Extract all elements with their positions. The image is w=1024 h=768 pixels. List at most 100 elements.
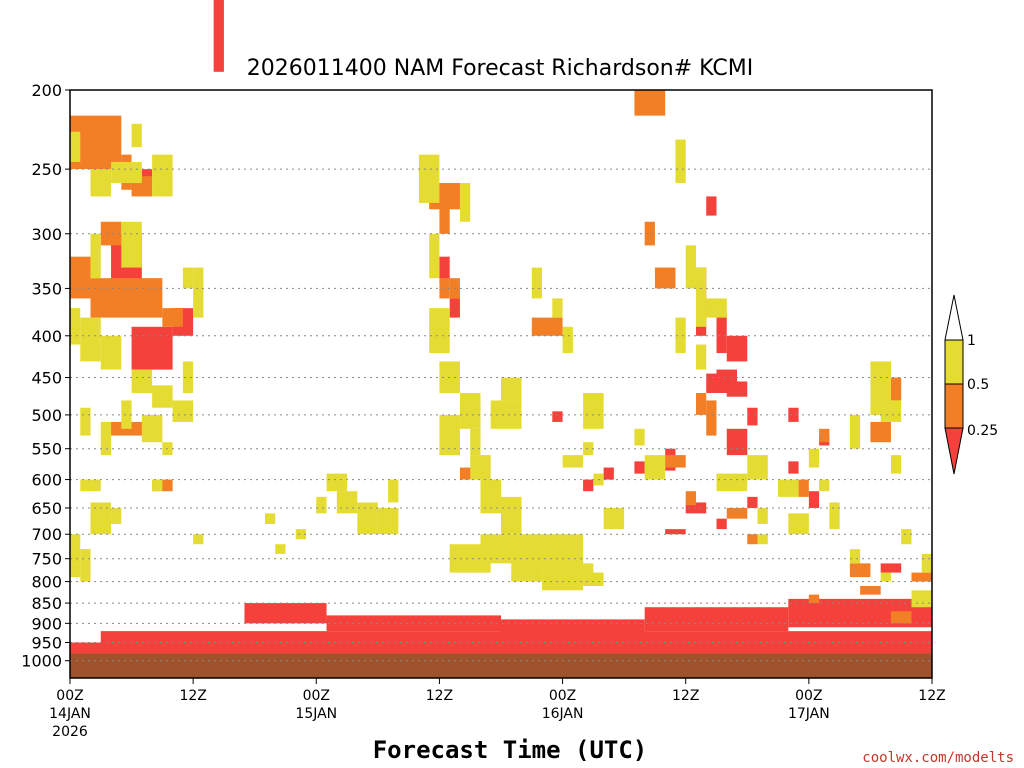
y-tick-label: 950 bbox=[31, 634, 62, 653]
heat-cell-high bbox=[829, 502, 840, 530]
y-tick-label: 1000 bbox=[21, 652, 62, 671]
heat-cell-low bbox=[131, 326, 173, 370]
heat-cell-high bbox=[901, 529, 912, 545]
heat-cell-mid bbox=[531, 317, 563, 336]
heat-cell-high bbox=[747, 455, 768, 480]
heat-cell-high bbox=[880, 400, 902, 422]
heat-cell-mid bbox=[819, 428, 830, 443]
heat-cell-high bbox=[80, 317, 101, 362]
heat-cell-high bbox=[459, 183, 471, 222]
heat-cell-high bbox=[470, 455, 491, 480]
heat-cell-high bbox=[480, 479, 501, 514]
heat-cell-high bbox=[459, 392, 481, 429]
x-tick-year: 2026 bbox=[52, 724, 88, 740]
heat-cell-high bbox=[511, 544, 543, 582]
heat-cell-high bbox=[90, 233, 101, 279]
heat-cell-high bbox=[90, 169, 112, 197]
heat-cell-high bbox=[141, 414, 163, 443]
x-tick-label: 12Z bbox=[179, 688, 206, 704]
x-tick-label: 00Z bbox=[795, 688, 822, 704]
heat-cell-high bbox=[152, 154, 173, 197]
heat-cell-high bbox=[911, 590, 932, 608]
heat-cell-low bbox=[213, 0, 224, 72]
heat-cell-low bbox=[449, 298, 460, 318]
x-tick-date: 17JAN bbox=[788, 706, 830, 722]
y-tick-label: 700 bbox=[31, 525, 62, 544]
heat-cell-low bbox=[603, 467, 614, 480]
heat-cell-mid bbox=[644, 221, 655, 246]
x-tick-label: 00Z bbox=[549, 688, 576, 704]
x-tick-label: 00Z bbox=[303, 688, 330, 704]
y-tick-label: 800 bbox=[31, 573, 62, 592]
heat-cell-high bbox=[80, 479, 101, 492]
heat-cell-high bbox=[80, 549, 91, 559]
x-tick-date: 16JAN bbox=[542, 706, 584, 722]
heat-cell-high bbox=[121, 221, 142, 268]
heat-cell-low bbox=[726, 428, 748, 456]
heat-cell-high bbox=[685, 245, 696, 289]
heat-cell-high bbox=[80, 407, 91, 436]
heat-cell-mid bbox=[654, 267, 676, 289]
heat-cell-low bbox=[706, 373, 717, 393]
heat-cell-low bbox=[70, 642, 932, 654]
colorbar-label: 0.25 bbox=[967, 423, 998, 439]
heat-cell-high bbox=[757, 507, 768, 524]
y-tick-label: 450 bbox=[31, 369, 62, 388]
heat-cell-high bbox=[193, 267, 204, 318]
heat-cell-mid bbox=[890, 377, 902, 401]
heat-cell-high bbox=[706, 298, 727, 318]
x-tick-label: 12Z bbox=[672, 688, 699, 704]
x-axis-label: Forecast Time (UTC) bbox=[373, 736, 648, 764]
heat-cell-high bbox=[583, 442, 594, 456]
heat-cell-high bbox=[388, 479, 399, 503]
heat-cell-low bbox=[788, 407, 799, 422]
heat-cell-low bbox=[808, 491, 820, 508]
colorbar-low-arrow bbox=[944, 427, 964, 475]
chart-title: 2026011400 NAM Forecast Richardson# KCMI bbox=[247, 56, 753, 81]
heat-cell-high bbox=[100, 335, 122, 370]
heat-cell-low bbox=[552, 411, 563, 422]
heat-cell-high bbox=[70, 131, 81, 162]
heat-cell-low bbox=[706, 196, 717, 216]
colorbar: 1 0.5 0.25 bbox=[944, 294, 998, 475]
heat-cell-high bbox=[182, 267, 194, 289]
heat-cell-mid bbox=[695, 392, 707, 415]
heat-cell-high bbox=[819, 479, 830, 492]
heat-cell-high bbox=[531, 267, 543, 299]
heat-cell-high bbox=[583, 572, 604, 586]
heat-cell-high bbox=[890, 455, 902, 474]
heat-cell-low bbox=[716, 312, 727, 354]
y-tick-label: 200 bbox=[31, 81, 62, 100]
heat-cell-low bbox=[644, 607, 789, 632]
heat-cell-high bbox=[583, 392, 604, 429]
heat-cell-high bbox=[131, 369, 153, 393]
heat-cell-mid bbox=[849, 563, 871, 578]
heat-cell-mid bbox=[634, 90, 666, 116]
heat-cell-high bbox=[880, 572, 891, 582]
heat-cell-high bbox=[275, 544, 286, 554]
heat-cell-low bbox=[726, 335, 748, 362]
heat-cell-high bbox=[377, 507, 399, 535]
colorbar-top-arrow bbox=[944, 294, 964, 341]
heat-cell-high bbox=[70, 563, 81, 578]
heat-cell-low bbox=[880, 563, 902, 573]
heat-cell-high bbox=[552, 298, 563, 318]
heat-cell-high bbox=[80, 558, 91, 582]
heat-cell-high bbox=[849, 414, 861, 449]
y-tick-label: 550 bbox=[31, 440, 62, 459]
heat-cell-mid bbox=[726, 507, 748, 519]
heat-cell-high bbox=[316, 496, 327, 514]
y-tick-label: 900 bbox=[31, 614, 62, 633]
heat-cell-low bbox=[716, 518, 727, 530]
colorbar-high bbox=[944, 339, 964, 385]
heat-cell-high bbox=[264, 513, 276, 524]
heat-cell-high bbox=[849, 549, 861, 564]
heat-cell-high bbox=[152, 479, 163, 492]
x-tick-date: 14JAN bbox=[49, 706, 91, 722]
heat-cell-high bbox=[695, 344, 707, 370]
x-tick-date: 15JAN bbox=[295, 706, 337, 722]
heat-cell-high bbox=[429, 233, 440, 279]
heat-cell-high bbox=[336, 491, 358, 514]
heat-cell-high bbox=[644, 455, 666, 480]
heat-cell-high bbox=[418, 154, 440, 203]
